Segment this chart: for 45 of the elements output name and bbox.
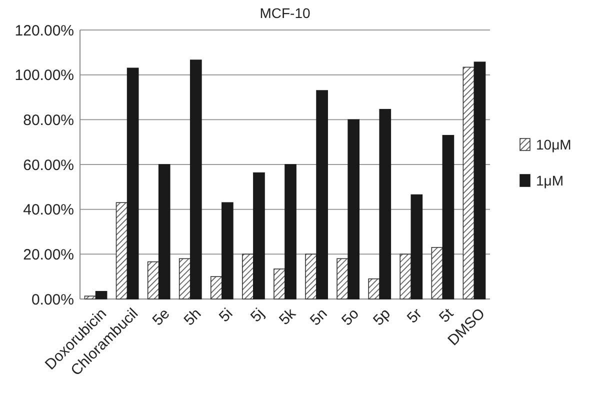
bar	[274, 268, 286, 300]
y-tick-label: 80.00%	[23, 112, 74, 129]
bar	[336, 258, 348, 300]
bar	[190, 60, 202, 300]
y-tick-label: 100.00%	[14, 67, 74, 84]
bar	[284, 164, 296, 300]
bar	[147, 261, 160, 300]
x-tick-label: 5n	[306, 305, 331, 330]
bar	[316, 90, 328, 300]
x-tick-label: 5o	[338, 305, 362, 330]
x-tick-label: 5r	[404, 305, 426, 327]
bar	[95, 290, 108, 300]
bar	[410, 194, 423, 300]
bar	[305, 254, 317, 300]
bar	[210, 276, 222, 300]
bar	[431, 247, 444, 300]
x-tick-label: 5i	[216, 305, 236, 326]
bar	[379, 108, 392, 300]
x-tick-label: 5e	[149, 305, 174, 330]
y-tick-label: 60.00%	[23, 156, 74, 174]
bar	[400, 254, 412, 300]
bar	[116, 202, 128, 300]
y-tick-label: 0.00%	[31, 291, 74, 308]
bar	[348, 119, 360, 300]
bar	[222, 202, 234, 300]
bar	[368, 278, 380, 300]
x-tick-label: 5p	[370, 305, 394, 330]
x-tick-label: 5h	[180, 305, 205, 330]
bar	[242, 254, 254, 300]
bar	[178, 258, 191, 300]
bar	[158, 164, 170, 300]
bar	[474, 62, 486, 300]
legend-label: 1μM	[536, 172, 564, 188]
bar	[126, 68, 139, 300]
bar	[442, 134, 454, 300]
y-tick-label: 40.00%	[23, 202, 74, 219]
x-tick-label: 5k	[276, 304, 300, 328]
x-tick-label: 5j	[247, 305, 268, 326]
chart-title: MCF-10	[260, 5, 310, 21]
y-tick-label: 20.00%	[23, 246, 74, 264]
bar	[462, 66, 475, 300]
y-tick-label: 120.00%	[14, 22, 74, 40]
legend-label: 10μM	[536, 136, 572, 152]
bar	[253, 172, 265, 300]
bar	[84, 296, 96, 300]
